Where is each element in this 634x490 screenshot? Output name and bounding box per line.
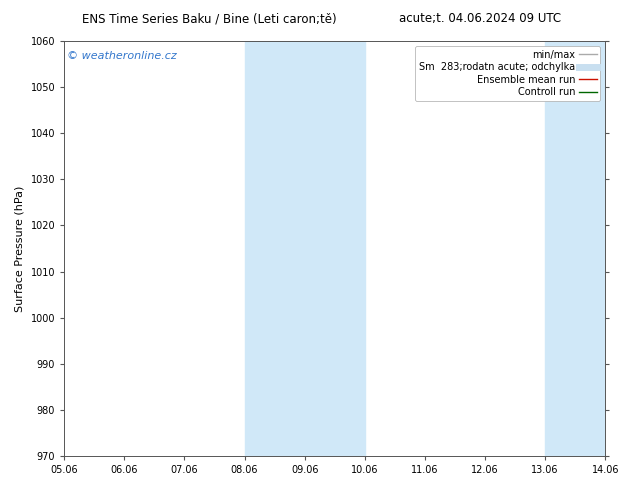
Y-axis label: Surface Pressure (hPa): Surface Pressure (hPa) [15,185,25,312]
Text: © weatheronline.cz: © weatheronline.cz [67,51,177,61]
Bar [545,41,605,456]
Bar [245,41,365,456]
Text: acute;t. 04.06.2024 09 UTC: acute;t. 04.06.2024 09 UTC [399,12,562,25]
Legend: min/max, Sm  283;rodatn acute; odchylka, Ensemble mean run, Controll run: min/max, Sm 283;rodatn acute; odchylka, … [415,46,600,101]
Text: ENS Time Series Baku / Bine (Leti caron;tě): ENS Time Series Baku / Bine (Leti caron;… [82,12,337,25]
